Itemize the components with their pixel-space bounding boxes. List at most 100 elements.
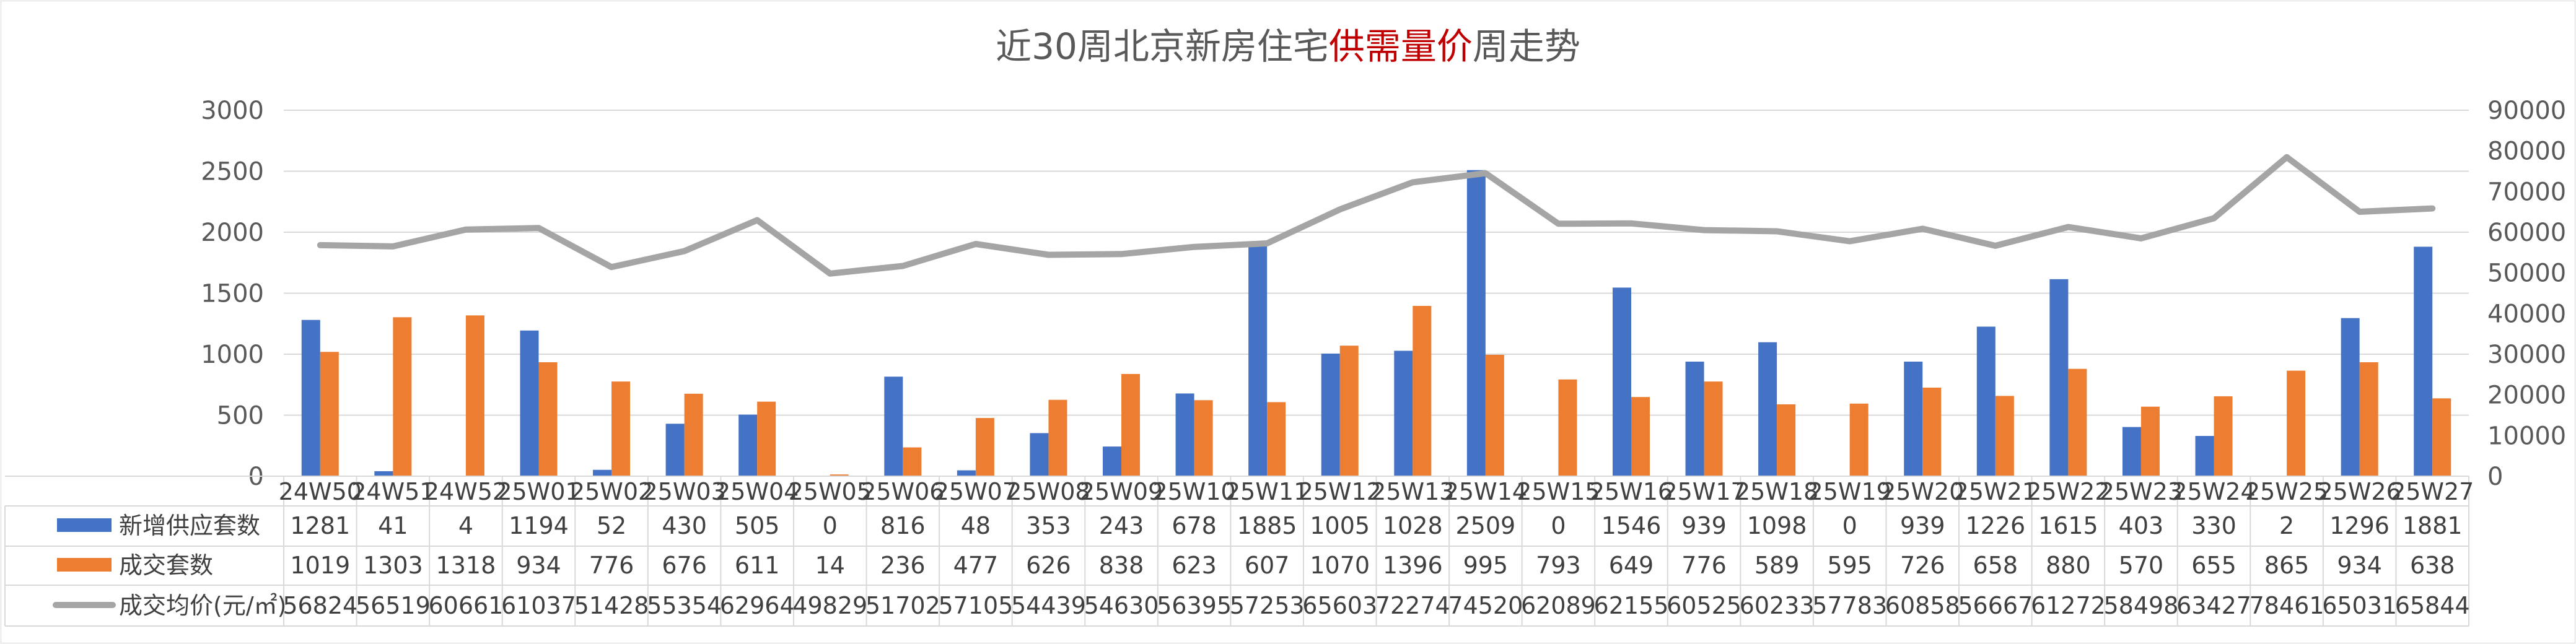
table-value: 60858 [1885, 592, 1960, 619]
table-value: 2509 [1455, 512, 1515, 539]
right-tick-label: 60000 [2487, 219, 2566, 247]
category-label: 25W26 [2318, 478, 2401, 505]
category-label: 25W05 [789, 478, 872, 505]
supply-bar [1248, 246, 1268, 476]
right-tick-label: 50000 [2487, 259, 2566, 288]
table-value: 74520 [1448, 592, 1523, 619]
category-label: 25W25 [2245, 478, 2328, 505]
left-tick-label: 2000 [201, 219, 264, 247]
supply-bar [374, 471, 393, 476]
table-value: 51428 [574, 592, 649, 619]
supply-bar [1612, 287, 1631, 476]
right-tick-label: 30000 [2487, 341, 2566, 369]
table-value: 57105 [938, 592, 1013, 619]
table-value: 57783 [1812, 592, 1887, 619]
category-label: 25W12 [1299, 478, 1382, 505]
table-value: 63427 [2176, 592, 2251, 619]
series-name: 成交套数 [119, 552, 213, 579]
supply-bar [1030, 433, 1049, 476]
category-label: 25W01 [497, 478, 580, 505]
chart-title-highlight: 供需量价 [1329, 25, 1473, 67]
bars [301, 170, 2451, 476]
right-tick-label: 0 [2487, 463, 2503, 491]
table-value: 1098 [1747, 512, 1807, 539]
supply-bar [520, 330, 539, 476]
sales-bar [465, 315, 484, 476]
sales-bar [1121, 373, 1141, 476]
category-label: 24W50 [279, 478, 362, 505]
table-value: 60661 [428, 592, 503, 619]
table-value: 726 [1900, 552, 1945, 579]
table-value: 611 [735, 552, 780, 579]
table-value: 477 [953, 552, 999, 579]
category-label: 25W24 [2172, 478, 2255, 505]
supply-bar [2414, 246, 2433, 476]
chart-title-suffix: 周走势 [1473, 25, 1580, 67]
table-value: 939 [1681, 512, 1727, 539]
supply-bar [2341, 318, 2360, 476]
sales-bar [1777, 404, 1796, 476]
table-value: 1881 [2403, 512, 2463, 539]
series-name: 新增供应套数 [119, 512, 260, 539]
category-label: 25W11 [1225, 478, 1308, 505]
right-tick-label: 20000 [2487, 381, 2566, 410]
category-label: 25W10 [1152, 478, 1235, 505]
table-value: 626 [1026, 552, 1071, 579]
legend-key [57, 558, 112, 572]
price-line [317, 154, 2436, 277]
table-value: 595 [1827, 552, 1872, 579]
category-label: 25W07 [934, 478, 1017, 505]
sales-bar [1631, 397, 1650, 476]
table-value: 0 [823, 512, 838, 539]
table-value: 1070 [1310, 552, 1370, 579]
table-value: 934 [2337, 552, 2382, 579]
table-value: 880 [2046, 552, 2091, 579]
table-value: 1019 [290, 552, 350, 579]
supply-bar [2122, 427, 2141, 476]
table-value: 676 [662, 552, 707, 579]
table-value: 1318 [436, 552, 496, 579]
category-label: 24W51 [351, 478, 434, 505]
table-value: 607 [1245, 552, 1290, 579]
table-value: 1281 [290, 512, 350, 539]
price-series-line [317, 154, 2436, 277]
table-value: 2 [2279, 512, 2294, 539]
table-value: 589 [1755, 552, 1800, 579]
table-value: 0 [1842, 512, 1857, 539]
supply-bar [1976, 326, 1996, 476]
sales-bar [2140, 406, 2160, 476]
table-value: 65844 [2395, 592, 2470, 619]
table-value: 939 [1900, 512, 1945, 539]
supply-bar [884, 376, 903, 476]
supply-bar [1466, 170, 1486, 476]
category-label: 25W06 [861, 478, 944, 505]
sales-bar [2214, 396, 2233, 476]
sales-bar [393, 317, 412, 476]
category-label: 25W08 [1007, 478, 1090, 505]
supply-bar [1685, 362, 1704, 476]
left-tick-label: 2500 [201, 158, 264, 186]
table-value: 65031 [2322, 592, 2397, 619]
category-label: 25W13 [1371, 478, 1454, 505]
right-tick-label: 70000 [2487, 178, 2566, 206]
category-label: 25W14 [1444, 478, 1527, 505]
left-tick-label: 1500 [201, 280, 264, 308]
table-value: 236 [880, 552, 926, 579]
table-value: 505 [735, 512, 780, 539]
right-tick-label: 40000 [2487, 300, 2566, 328]
table-value: 62964 [720, 592, 795, 619]
right-tick-label: 10000 [2487, 422, 2566, 450]
table-value: 56395 [1157, 592, 1232, 619]
supply-bar [1758, 342, 1777, 476]
chart-title-prefix: 近30周北京新房住宅 [996, 25, 1329, 67]
sales-bar [975, 418, 994, 476]
supply-bar [1321, 354, 1340, 476]
right-axis-ticks: 0 10000 20000 30000 40000 50000 60000 70000 8000… [2487, 97, 2566, 491]
supply-bar [957, 470, 976, 476]
table-value: 638 [2410, 552, 2455, 579]
category-label: 25W16 [1590, 478, 1673, 505]
table-value: 62155 [1594, 592, 1669, 619]
right-tick-label: 80000 [2487, 137, 2566, 166]
table-value: 72274 [1375, 592, 1450, 619]
